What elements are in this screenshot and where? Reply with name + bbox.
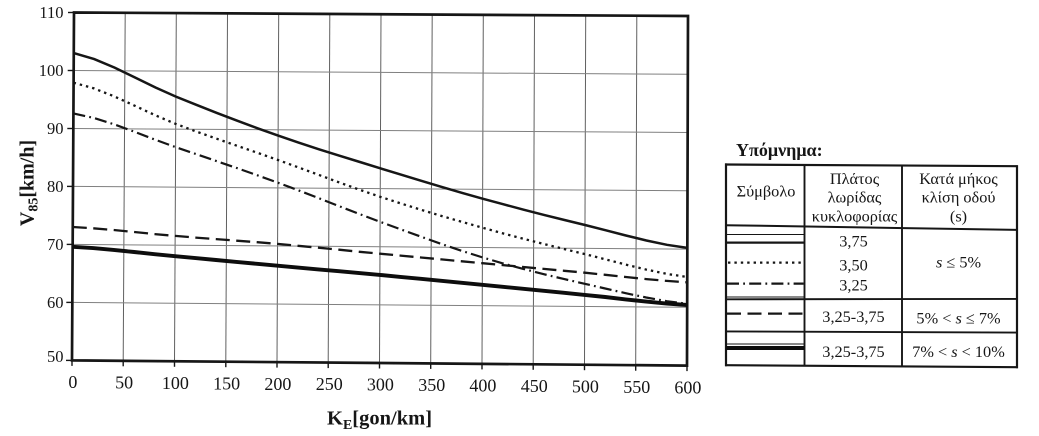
svg-text:(s): (s) <box>950 206 967 225</box>
svg-text:7% < s < 10%: 7% < s < 10% <box>912 342 1005 361</box>
svg-text:3,25: 3,25 <box>839 275 868 294</box>
svg-text:κυκλοφορίας: κυκλοφορίας <box>812 206 898 225</box>
svg-text:250: 250 <box>316 374 343 394</box>
svg-text:3,25-3,75: 3,25-3,75 <box>822 307 884 326</box>
svg-text:KE[gon/km]: KE[gon/km] <box>327 408 432 434</box>
svg-text:100: 100 <box>39 61 64 80</box>
svg-text:κλίση οδού: κλίση οδού <box>922 188 996 207</box>
svg-text:600: 600 <box>674 377 701 397</box>
svg-text:400: 400 <box>469 376 496 396</box>
svg-text:350: 350 <box>418 375 445 395</box>
svg-text:5% < s ≤ 7%: 5% < s ≤ 7% <box>916 309 1000 328</box>
svg-text:Σύμβολο: Σύμβολο <box>737 182 796 201</box>
svg-text:450: 450 <box>521 376 548 396</box>
svg-text:80: 80 <box>47 177 64 196</box>
svg-text:s ≤ 5%: s ≤ 5% <box>936 253 981 272</box>
svg-text:150: 150 <box>213 373 240 393</box>
svg-text:60: 60 <box>47 293 64 312</box>
svg-text:3,25-3,75: 3,25-3,75 <box>822 342 884 361</box>
svg-text:100: 100 <box>162 373 189 393</box>
svg-text:λωρίδας: λωρίδας <box>828 188 882 207</box>
svg-text:300: 300 <box>367 375 394 395</box>
svg-text:90: 90 <box>47 119 64 138</box>
svg-text:3,50: 3,50 <box>839 256 868 275</box>
svg-text:50: 50 <box>47 347 64 366</box>
svg-text:V85[km/h]: V85[km/h] <box>17 140 42 226</box>
svg-text:110: 110 <box>39 3 63 22</box>
svg-text:550: 550 <box>623 377 650 397</box>
svg-text:Πλάτος: Πλάτος <box>830 169 880 188</box>
svg-text:70: 70 <box>47 235 64 254</box>
svg-text:0: 0 <box>68 372 77 392</box>
svg-text:Κατά μήκος: Κατά μήκος <box>919 169 998 188</box>
svg-text:3,75: 3,75 <box>839 231 868 250</box>
svg-text:200: 200 <box>264 374 291 394</box>
svg-text:50: 50 <box>115 373 133 393</box>
svg-text:Υπόμνημα:: Υπόμνημα: <box>736 140 823 160</box>
svg-text:500: 500 <box>572 376 599 396</box>
